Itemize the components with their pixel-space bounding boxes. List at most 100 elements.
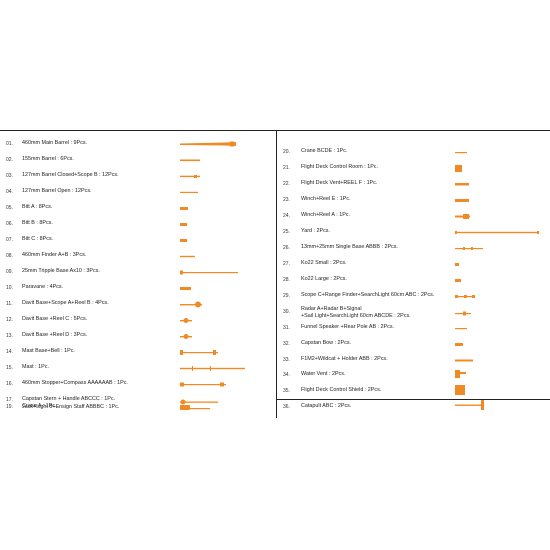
part-illustration-bitt [180,236,200,245]
part-label: Ko22 Small : 2Pcs. [301,260,347,266]
part-illustration-f1m2 [455,356,480,365]
part-row: 25. Yard : 2Pcs. [277,225,550,241]
part-illustration-vent [455,180,475,189]
part-row: 11. Davit Base+Scope A+Reel B : 4Pcs. [0,297,276,313]
part-number: 27. [283,261,290,267]
part-label: Davit Base +Reel D : 3Pcs. [22,332,88,338]
part-row: 09. 25mm Tripple Base Ax10 : 3Pcs. [0,265,276,281]
part-illustration-mast [180,364,250,373]
part-row: 26. 13mm+25mm Single Base ABBB : 2Pcs. [277,241,550,257]
part-illustration-catapult [455,400,490,410]
part-illustration-capstan-stern [180,398,225,410]
part-number: 13. [6,333,13,339]
part-row: 15. Mast : 1Pc. [0,361,276,377]
part-illustration-crane [455,148,475,157]
part-number: 26. [283,245,290,251]
part-number: 20. [283,149,290,155]
part-row: 13. Davit Base +Reel D : 3Pcs. [0,329,276,345]
part-row: 17. Capstan Stern + Handle ABCCC : 1Pc. … [0,393,276,415]
part-number: 32. [283,341,290,347]
part-number: 02. [6,157,13,163]
part-label: Winch+Reel E : 1Pc. [301,196,351,202]
part-number: 05. [6,205,13,211]
part-label: Bitt B : 8Pcs. [22,220,53,226]
part-row: 27. Ko22 Small : 2Pcs. [277,257,550,273]
part-illustration-single-base [455,244,490,253]
part-illustration-barrel [180,188,210,197]
parts-sheet: 01. 460mm Main Barrel : 9Pcs. 02. 155mm … [0,130,550,420]
part-row: 33. F1M2+Wildcat + Holder ABB : 2Pcs. [277,353,550,369]
part-label: 13mm+25mm Single Base ABBB : 2Pcs. [301,244,398,250]
part-label: Scope C+Range Finder+SearchLight 60cm AB… [301,292,435,298]
part-label: Funnel Speaker +Rear Pole AB : 2Pcs. [301,324,395,330]
part-label: 25mm Tripple Base Ax10 : 3Pcs. [22,268,100,274]
part-number: 15. [6,365,13,371]
part-illustration-barrel [180,156,210,165]
part-label: Davit Base +Reel C : 5Pcs. [22,316,88,322]
part-number: 22. [283,181,290,187]
part-illustration-water-vent [455,369,475,378]
part-row: 02. 155mm Barrel : 6Pcs. [0,153,276,169]
part-illustration-barrel [180,172,210,181]
part-row: 16. 460mm Stopper+Compass AAAAAAB : 1Pc. [0,377,276,393]
part-illustration-finder [180,252,210,261]
part-number: 11. [6,301,13,307]
part-label: +Sail Light+SearchLight 60cm ABCDE : 2Pc… [301,313,411,319]
part-row: 05. Bitt A : 8Pcs. [0,201,276,217]
part-row: 04. 127mm Barrel Open : 12Pcs. [0,185,276,201]
part-label: Flight Deck Control Shield : 2Pcs. [301,387,382,393]
part-row: 01. 460mm Main Barrel : 9Pcs. [0,137,276,153]
part-row: 14. Mast Base+Bell : 1Pc. [0,345,276,361]
part-number: 10. [6,285,13,291]
part-label: Capstan Bow : 2Pcs. [301,340,352,346]
part-row: 10. Paravane : 4Pcs. [0,281,276,297]
part-row: 29. Scope C+Range Finder+SearchLight 60c… [277,289,550,305]
part-row: 28. Ko22 Large : 2Pcs. [277,273,550,289]
part-row: 03. 127mm Barrel Closed+Scope B : 12Pcs. [0,169,276,185]
part-illustration-capstan-bow [455,340,475,349]
part-row: 24. Winch+Reel A : 1Pc. [277,209,550,225]
part-illustration-paravane [180,284,200,293]
part-number: 07. [6,237,13,243]
part-number: 09. [6,269,13,275]
part-number: 03. [6,173,13,179]
part-illustration-stopper [180,380,240,389]
part-number: 19. [6,404,13,410]
part-number: 16. [6,381,13,387]
part-row: 20. Crane BCDE : 1Pc. [277,145,550,161]
part-label: Jack+Light 3+Ensign Staff ABBBC : 1Pc. [22,404,120,410]
part-row: 08. 460mm Finder A+B : 3Pcs. [0,249,276,265]
part-row: 36. Catapult ABC : 2Pcs. [277,400,550,416]
part-number: 29. [283,293,290,299]
part-illustration-ko22 [455,260,475,269]
part-label: Davit Base+Scope A+Reel B : 4Pcs. [22,300,109,306]
part-illustration-yard [455,228,545,237]
part-row: 32. Capstan Bow : 2Pcs. [277,337,550,353]
part-number: 30. [283,309,290,315]
part-row: 30. Radar A+Radar B+Signal +Sail Light+S… [277,303,550,323]
part-number: 35. [283,388,290,394]
part-number: 17. [6,397,13,403]
part-label: 155mm Barrel : 6Pcs. [22,156,74,162]
part-label: Mast Base+Bell : 1Pc. [22,348,75,354]
part-number: 06. [6,221,13,227]
part-label: 460mm Main Barrel : 9Pcs. [22,140,88,146]
part-illustration-scope [455,292,485,301]
part-number: 12. [6,317,13,323]
part-row: 07. Bitt C : 8Pcs. [0,233,276,249]
parts-list-right: 20. Crane BCDE : 1Pc. 21. Flight Deck Co… [277,130,550,400]
part-label: Mast : 1Pc. [22,364,49,370]
part-number: 01. [6,141,13,147]
part-number: 04. [6,189,13,195]
part-illustration-control-shield [455,385,475,395]
part-row: 21. Flight Deck Control Room : 1Pc. [277,161,550,177]
part-illustration-mast-base [180,348,225,357]
part-label: 460mm Stopper+Compass AAAAAAB : 1Pc. [22,380,128,386]
part-illustration-bitt [180,204,200,213]
part-label: Radar A+Radar B+Signal [301,306,362,312]
part-illustration-funnel-speaker [455,324,475,333]
part-row: 06. Bitt B : 8Pcs. [0,217,276,233]
part-number: 23. [283,197,290,203]
part-number: 08. [6,253,13,259]
part-illustration-winch [455,196,475,205]
